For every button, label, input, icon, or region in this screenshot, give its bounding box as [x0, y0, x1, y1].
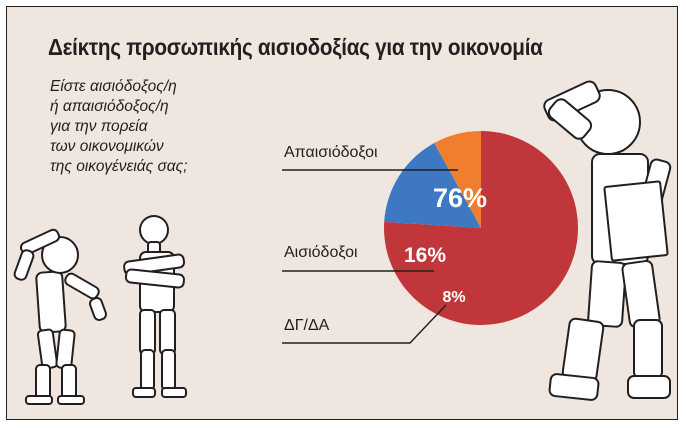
survey-question: Είστε αισιόδοξος/η ή απαισιόδοξος/η για … — [50, 77, 280, 177]
leader-line-dk-na — [282, 304, 447, 344]
chart-title: Δείκτης προσωπικής αισιοδοξίας για την ο… — [48, 34, 543, 60]
slice-value-optimists: 16% — [404, 244, 446, 267]
question-line-4: των οικονομικών — [50, 138, 164, 155]
figure-left-confused-illustration — [13, 228, 107, 405]
question-line-1: Είστε αισιόδοξος/η — [50, 78, 177, 95]
question-line-2: ή απαισιόδοξος/η — [50, 98, 169, 115]
slice-value-dk-na: 8% — [442, 289, 465, 306]
slice-label-dk-na: ΔΓ/ΔΑ — [284, 317, 330, 334]
pie-slices — [383, 131, 578, 325]
pie-slice-dk-na — [434, 131, 481, 228]
figure-right-thinking-illustration — [543, 80, 672, 401]
slice-label-pessimists: Απαισιόδοξοι — [284, 144, 378, 161]
pie-slice-pessimists — [383, 131, 578, 325]
question-line-5: της οικογένειάς σας; — [50, 158, 188, 175]
question-line-3: για την πορεία — [50, 118, 148, 135]
slice-value-pessimists: 76% — [433, 183, 487, 213]
figure-center-arms-crossed-illustration — [123, 215, 187, 398]
pie-slice-optimists — [384, 143, 481, 228]
slice-label-optimists: Αισιόδοξοι — [284, 244, 358, 261]
